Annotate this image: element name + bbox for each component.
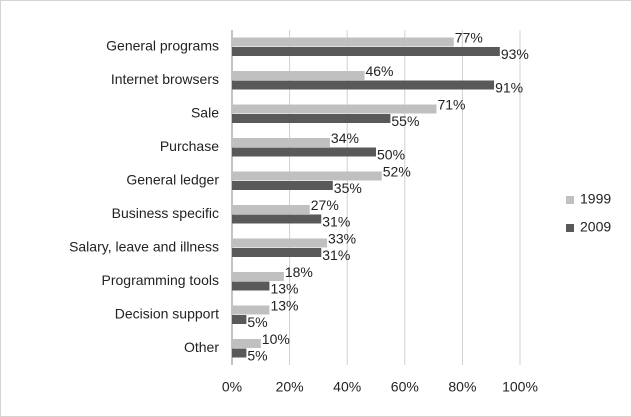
value-label: 18% [285, 264, 313, 280]
bar [232, 71, 365, 80]
y-tick-label: Business specific [112, 205, 219, 221]
value-label: 91% [495, 80, 523, 96]
bar [232, 272, 284, 281]
x-tick-label: 20% [276, 379, 304, 395]
x-tick-label: 40% [333, 379, 361, 395]
y-tick-label: General ledger [126, 171, 219, 187]
bar [232, 339, 261, 348]
bar [232, 104, 437, 114]
bar [232, 205, 310, 214]
y-tick-label: Purchase [160, 138, 219, 154]
bar [232, 80, 495, 90]
bar [232, 181, 333, 190]
bar [232, 37, 454, 47]
y-tick-label: General programs [106, 37, 219, 53]
value-label: 10% [262, 331, 290, 347]
y-tick-label: Internet browsers [111, 71, 219, 87]
bar [232, 348, 247, 358]
value-label: 31% [322, 247, 350, 263]
x-tick-label: 100% [502, 379, 538, 395]
bar [232, 147, 376, 157]
value-label: 93% [501, 46, 529, 62]
legend-swatch [566, 196, 574, 204]
y-tick-label: Programming tools [102, 272, 220, 288]
legend-label: 2009 [580, 219, 611, 235]
value-label: 33% [328, 231, 356, 247]
value-label: 77% [455, 30, 483, 46]
value-label: 31% [322, 214, 350, 230]
x-tick-label: 80% [448, 379, 476, 395]
y-tick-label: Sale [191, 104, 219, 120]
legend-label: 1999 [580, 191, 611, 207]
bar [232, 315, 247, 324]
bar [232, 214, 322, 224]
y-tick-label: Other [184, 339, 219, 355]
value-label: 52% [383, 164, 411, 180]
legend-swatch [566, 224, 574, 232]
bar [232, 281, 270, 291]
bar [232, 114, 391, 123]
value-label: 27% [311, 197, 339, 213]
bar [232, 248, 322, 257]
bar [232, 171, 382, 181]
x-tick-label: 0% [222, 379, 242, 395]
y-tick-label: Salary, leave and illness [69, 238, 219, 254]
value-label: 46% [365, 63, 393, 79]
value-label: 55% [391, 113, 419, 129]
value-label: 50% [377, 147, 405, 163]
value-label: 5% [247, 314, 267, 330]
value-label: 71% [437, 97, 465, 113]
value-label: 35% [334, 180, 362, 196]
value-label: 13% [270, 281, 298, 297]
bar [232, 238, 328, 248]
value-label: 34% [331, 130, 359, 146]
x-tick-label: 60% [391, 379, 419, 395]
value-label: 13% [270, 298, 298, 314]
y-tick-label: Decision support [115, 305, 219, 321]
value-label: 5% [247, 348, 267, 364]
bar [232, 138, 330, 147]
bar [232, 305, 270, 315]
bar [232, 47, 500, 56]
